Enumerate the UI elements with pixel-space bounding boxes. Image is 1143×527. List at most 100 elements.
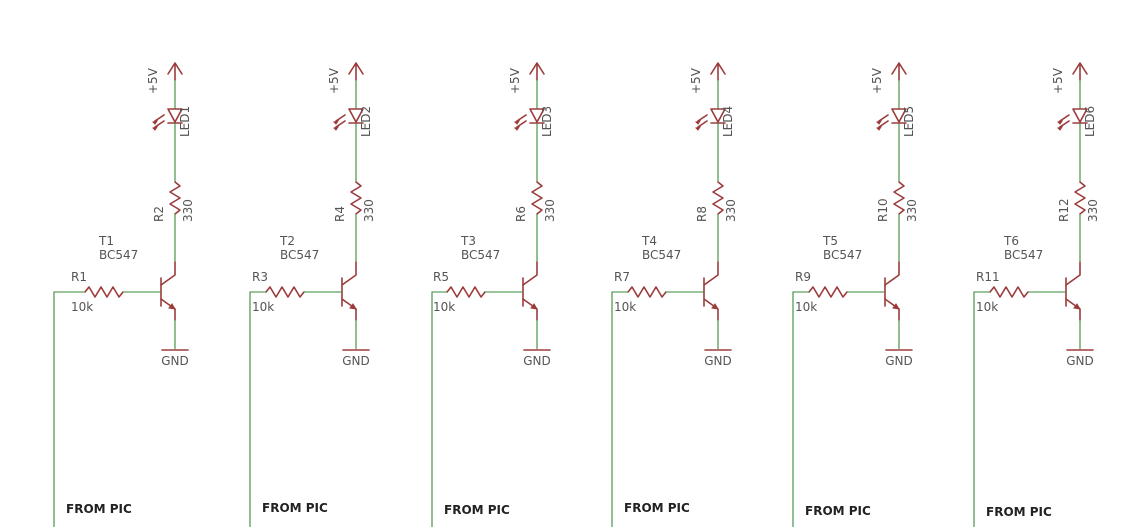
wire-input bbox=[611, 291, 628, 527]
base-resistor-name: R1 bbox=[71, 270, 87, 284]
collector-resistor-icon bbox=[1074, 181, 1086, 215]
supply-label: +5V bbox=[870, 67, 884, 94]
led-diode-icon bbox=[529, 108, 545, 123]
led-diode-icon bbox=[348, 108, 364, 123]
transistor-collector-lead bbox=[522, 261, 538, 286]
supply-arrow-icon bbox=[710, 62, 726, 81]
base-resistor-icon bbox=[265, 286, 305, 298]
led-diode-icon bbox=[891, 108, 907, 123]
collector-resistor-name: R10 bbox=[876, 198, 890, 222]
base-resistor-value: 10k bbox=[795, 300, 817, 314]
supply-arrow-icon bbox=[348, 62, 364, 81]
supply-label: +5V bbox=[689, 67, 703, 94]
led-arrowheads-icon bbox=[514, 120, 521, 131]
wire-input bbox=[249, 291, 266, 527]
transistor-emitter-lead bbox=[1065, 298, 1081, 321]
transistor-name: T6 bbox=[1003, 234, 1019, 248]
wire-input bbox=[792, 291, 809, 527]
transistor-type: BC547 bbox=[1004, 248, 1043, 262]
collector-resistor-icon bbox=[893, 181, 905, 215]
led-arrowheads-icon bbox=[152, 120, 159, 131]
wire-input bbox=[973, 291, 990, 527]
input-label: FROM PIC bbox=[444, 503, 510, 517]
base-resistor-value: 10k bbox=[614, 300, 636, 314]
transistor-name: T1 bbox=[98, 234, 114, 248]
base-resistor-value: 10k bbox=[433, 300, 455, 314]
collector-resistor-icon bbox=[712, 181, 724, 215]
led-label: LED1 bbox=[178, 106, 192, 137]
supply-arrow-icon bbox=[1072, 62, 1088, 81]
transistor-name: T5 bbox=[822, 234, 838, 248]
transistor-emitter-arrow-icon bbox=[168, 303, 176, 310]
led-diode-icon bbox=[710, 108, 726, 123]
led-label: LED6 bbox=[1083, 106, 1097, 137]
supply-label: +5V bbox=[146, 67, 160, 94]
supply-label: +5V bbox=[508, 67, 522, 94]
collector-resistor-value: 330 bbox=[543, 199, 557, 222]
input-label: FROM PIC bbox=[262, 501, 328, 515]
transistor-emitter-arrow-icon bbox=[1073, 303, 1081, 310]
supply-arrow-icon bbox=[167, 62, 183, 81]
led-arrowheads-icon bbox=[876, 120, 883, 131]
supply-arrow-icon bbox=[529, 62, 545, 81]
supply-label: +5V bbox=[1051, 67, 1065, 94]
base-resistor-icon bbox=[808, 286, 848, 298]
collector-resistor-icon bbox=[350, 181, 362, 215]
ground-label: GND bbox=[342, 354, 370, 368]
transistor-name: T3 bbox=[460, 234, 476, 248]
led-light-arrows-icon bbox=[697, 114, 708, 128]
collector-resistor-name: R4 bbox=[333, 206, 347, 222]
transistor-type: BC547 bbox=[99, 248, 138, 262]
transistor-name: T2 bbox=[279, 234, 295, 248]
wire-input bbox=[53, 291, 85, 527]
led-arrowheads-icon bbox=[333, 120, 340, 131]
transistor-emitter-arrow-icon bbox=[349, 303, 357, 310]
transistor-type: BC547 bbox=[642, 248, 681, 262]
transistor-emitter-arrow-icon bbox=[892, 303, 900, 310]
ground-label: GND bbox=[523, 354, 551, 368]
led-light-arrows-icon bbox=[154, 114, 165, 128]
collector-resistor-name: R12 bbox=[1057, 198, 1071, 222]
led-light-arrows-icon bbox=[335, 114, 346, 128]
transistor-collector-lead bbox=[341, 261, 357, 286]
led-label: LED4 bbox=[721, 106, 735, 137]
transistor-collector-lead bbox=[160, 261, 176, 286]
collector-resistor-name: R2 bbox=[152, 206, 166, 222]
transistor-type: BC547 bbox=[280, 248, 319, 262]
transistor-type: BC547 bbox=[823, 248, 862, 262]
base-resistor-name: R7 bbox=[614, 270, 630, 284]
base-resistor-name: R11 bbox=[976, 270, 1000, 284]
collector-resistor-value: 330 bbox=[1086, 199, 1100, 222]
collector-resistor-icon bbox=[531, 181, 543, 215]
led-light-arrows-icon bbox=[1059, 114, 1070, 128]
supply-label: +5V bbox=[327, 67, 341, 94]
base-resistor-value: 10k bbox=[71, 300, 93, 314]
collector-resistor-name: R8 bbox=[695, 206, 709, 222]
collector-resistor-value: 330 bbox=[362, 199, 376, 222]
base-resistor-name: R9 bbox=[795, 270, 811, 284]
transistor-emitter-lead bbox=[884, 298, 900, 321]
transistor-name: T4 bbox=[641, 234, 657, 248]
base-resistor-icon bbox=[627, 286, 667, 298]
transistor-emitter-arrow-icon bbox=[711, 303, 719, 310]
led-light-arrows-icon bbox=[878, 114, 889, 128]
base-resistor-icon bbox=[989, 286, 1029, 298]
ground-label: GND bbox=[885, 354, 913, 368]
led-light-arrows-icon bbox=[516, 114, 527, 128]
input-label: FROM PIC bbox=[624, 501, 690, 515]
led-label: LED3 bbox=[540, 106, 554, 137]
collector-resistor-value: 330 bbox=[181, 199, 195, 222]
led-label: LED2 bbox=[359, 106, 373, 137]
transistor-type: BC547 bbox=[461, 248, 500, 262]
base-resistor-icon bbox=[84, 286, 124, 298]
wire-input bbox=[431, 291, 447, 527]
led-label: LED5 bbox=[902, 106, 916, 137]
base-resistor-value: 10k bbox=[252, 300, 274, 314]
